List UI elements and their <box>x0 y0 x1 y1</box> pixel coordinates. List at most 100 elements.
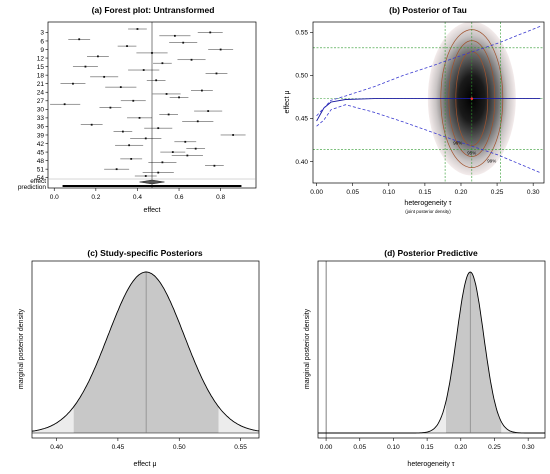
panel-c-x-ticks: 0.40 0.45 0.50 0.55 <box>50 438 247 451</box>
panel-c-frame <box>31 260 260 439</box>
summary-diamond <box>139 179 165 185</box>
study-estimate-marker <box>128 144 131 147</box>
study-label: 45 <box>37 149 45 156</box>
study-estimate-marker <box>161 161 164 164</box>
y-tick-label: 0.55 <box>295 30 308 37</box>
study-estimate-marker <box>121 130 124 133</box>
study-estimate-marker <box>173 34 176 37</box>
x-tick-label: 0.8 <box>216 194 225 201</box>
study-estimate-marker <box>155 79 158 82</box>
study-label: 12 <box>37 55 45 62</box>
x-tick-label: 0.30 <box>522 444 535 451</box>
contour-label: 95% <box>467 151 476 156</box>
panel-b-plot-area: 90% 95% 99% <box>313 21 544 183</box>
study-estimate-marker <box>144 175 147 177</box>
study-label: 48 <box>37 158 45 165</box>
study-label: 54 <box>37 175 45 182</box>
density-curve <box>318 271 545 434</box>
study-label: 21 <box>37 81 45 88</box>
study-estimate-marker <box>130 158 133 160</box>
density-tail-fill <box>318 272 545 433</box>
panel-d-frame <box>317 260 546 439</box>
y-tick-label: 0.40 <box>295 159 308 166</box>
study-label: 42 <box>37 141 45 148</box>
study-label: 9 <box>40 47 44 54</box>
panel-d-x-ticks: 0.00 0.05 0.10 0.15 0.20 0.25 0.30 <box>320 438 535 451</box>
x-tick-label: 0.40 <box>50 444 63 451</box>
x-tick-label: 0.50 <box>173 444 186 451</box>
study-label: 33 <box>37 115 45 122</box>
study-estimate-marker <box>138 116 141 119</box>
x-tick-label: 0.00 <box>310 189 323 196</box>
panel-d-x-label: heterogeneity τ <box>407 461 454 468</box>
x-tick-label: 0.10 <box>382 189 395 196</box>
study-estimate-marker <box>232 134 235 136</box>
study-estimate-marker <box>109 106 112 109</box>
study-estimate-marker <box>63 103 66 106</box>
study-estimate-marker <box>157 171 160 174</box>
conditional-lower-curve <box>316 104 541 174</box>
study-estimate-marker <box>167 113 170 116</box>
x-tick-label: 0.30 <box>527 189 540 196</box>
x-tick-label: 0.2 <box>91 194 100 201</box>
density-curve <box>31 271 260 432</box>
panel-a-studies <box>48 22 256 188</box>
study-label: 36 <box>37 124 45 131</box>
study-estimate-marker <box>171 151 174 153</box>
contour-label: 90% <box>453 141 462 146</box>
study-estimate-marker <box>90 123 93 126</box>
study-estimate-marker <box>144 137 147 140</box>
study-estimate-marker <box>190 58 193 61</box>
study-estimate-marker <box>165 93 168 95</box>
study-estimate-marker <box>126 45 128 47</box>
study-label: 30 <box>37 107 45 114</box>
panel-c-title: (c) Study-specific Posteriors <box>87 248 203 258</box>
x-tick-label: 0.55 <box>234 444 247 451</box>
panel-d-posterior-predictive: (d) Posterior Predictive 0.00 0.05 0.10 0.1… <box>304 248 546 468</box>
panel-c-x-label: effect μ <box>134 461 157 468</box>
study-label: 39 <box>37 132 45 139</box>
panel-c-plot-area <box>31 271 260 434</box>
x-tick-label: 0.05 <box>353 444 366 451</box>
credible-interval-fill <box>446 272 502 433</box>
panel-a-prediction-label: prediction <box>18 184 47 191</box>
study-label: 18 <box>37 72 45 79</box>
study-label: 15 <box>37 64 45 71</box>
x-tick-label: 0.45 <box>112 444 125 451</box>
study-estimate-marker <box>201 89 203 92</box>
study-estimate-marker <box>103 75 106 78</box>
panel-b-frame <box>312 21 545 184</box>
panel-a-forest-plot: (a) Forest plot: Untransformed 36 912 1518… <box>18 5 257 214</box>
study-estimate-marker <box>196 120 199 123</box>
panel-b-y-label: effect μ <box>284 91 291 114</box>
study-label: 3 <box>40 30 44 37</box>
x-tick-label: 0.6 <box>175 194 184 201</box>
x-tick-label: 0.05 <box>346 189 359 196</box>
study-estimate-marker <box>136 28 139 30</box>
study-label: 27 <box>37 98 45 105</box>
panel-d-plot-area <box>318 261 545 438</box>
conditional-mean-curve <box>316 98 541 122</box>
study-estimate-marker <box>119 86 122 89</box>
x-tick-label: 0.20 <box>454 444 467 451</box>
x-tick-label: 0.15 <box>419 189 432 196</box>
x-tick-label: 0.0 <box>50 194 59 201</box>
panel-c-study-posteriors: (c) Study-specific Posteriors 0.40 0.45 0.… <box>18 248 260 468</box>
study-estimate-marker <box>178 96 180 99</box>
study-estimate-marker <box>182 41 185 44</box>
study-estimate-marker <box>142 69 145 71</box>
study-estimate-marker <box>215 72 218 75</box>
study-label: 24 <box>37 90 45 97</box>
study-estimate-marker <box>186 154 189 157</box>
study-estimate-marker <box>72 82 74 85</box>
panel-d-y-label: marginal posterior density <box>304 308 311 389</box>
study-estimate-marker <box>207 110 210 112</box>
panel-b-x-label: heterogeneity τ <box>404 200 451 207</box>
study-estimate-marker <box>184 140 187 143</box>
y-tick-label: 0.50 <box>295 73 308 80</box>
study-estimate-marker <box>84 65 87 68</box>
x-tick-label: 0.15 <box>421 444 434 451</box>
study-estimate-marker <box>213 164 216 167</box>
